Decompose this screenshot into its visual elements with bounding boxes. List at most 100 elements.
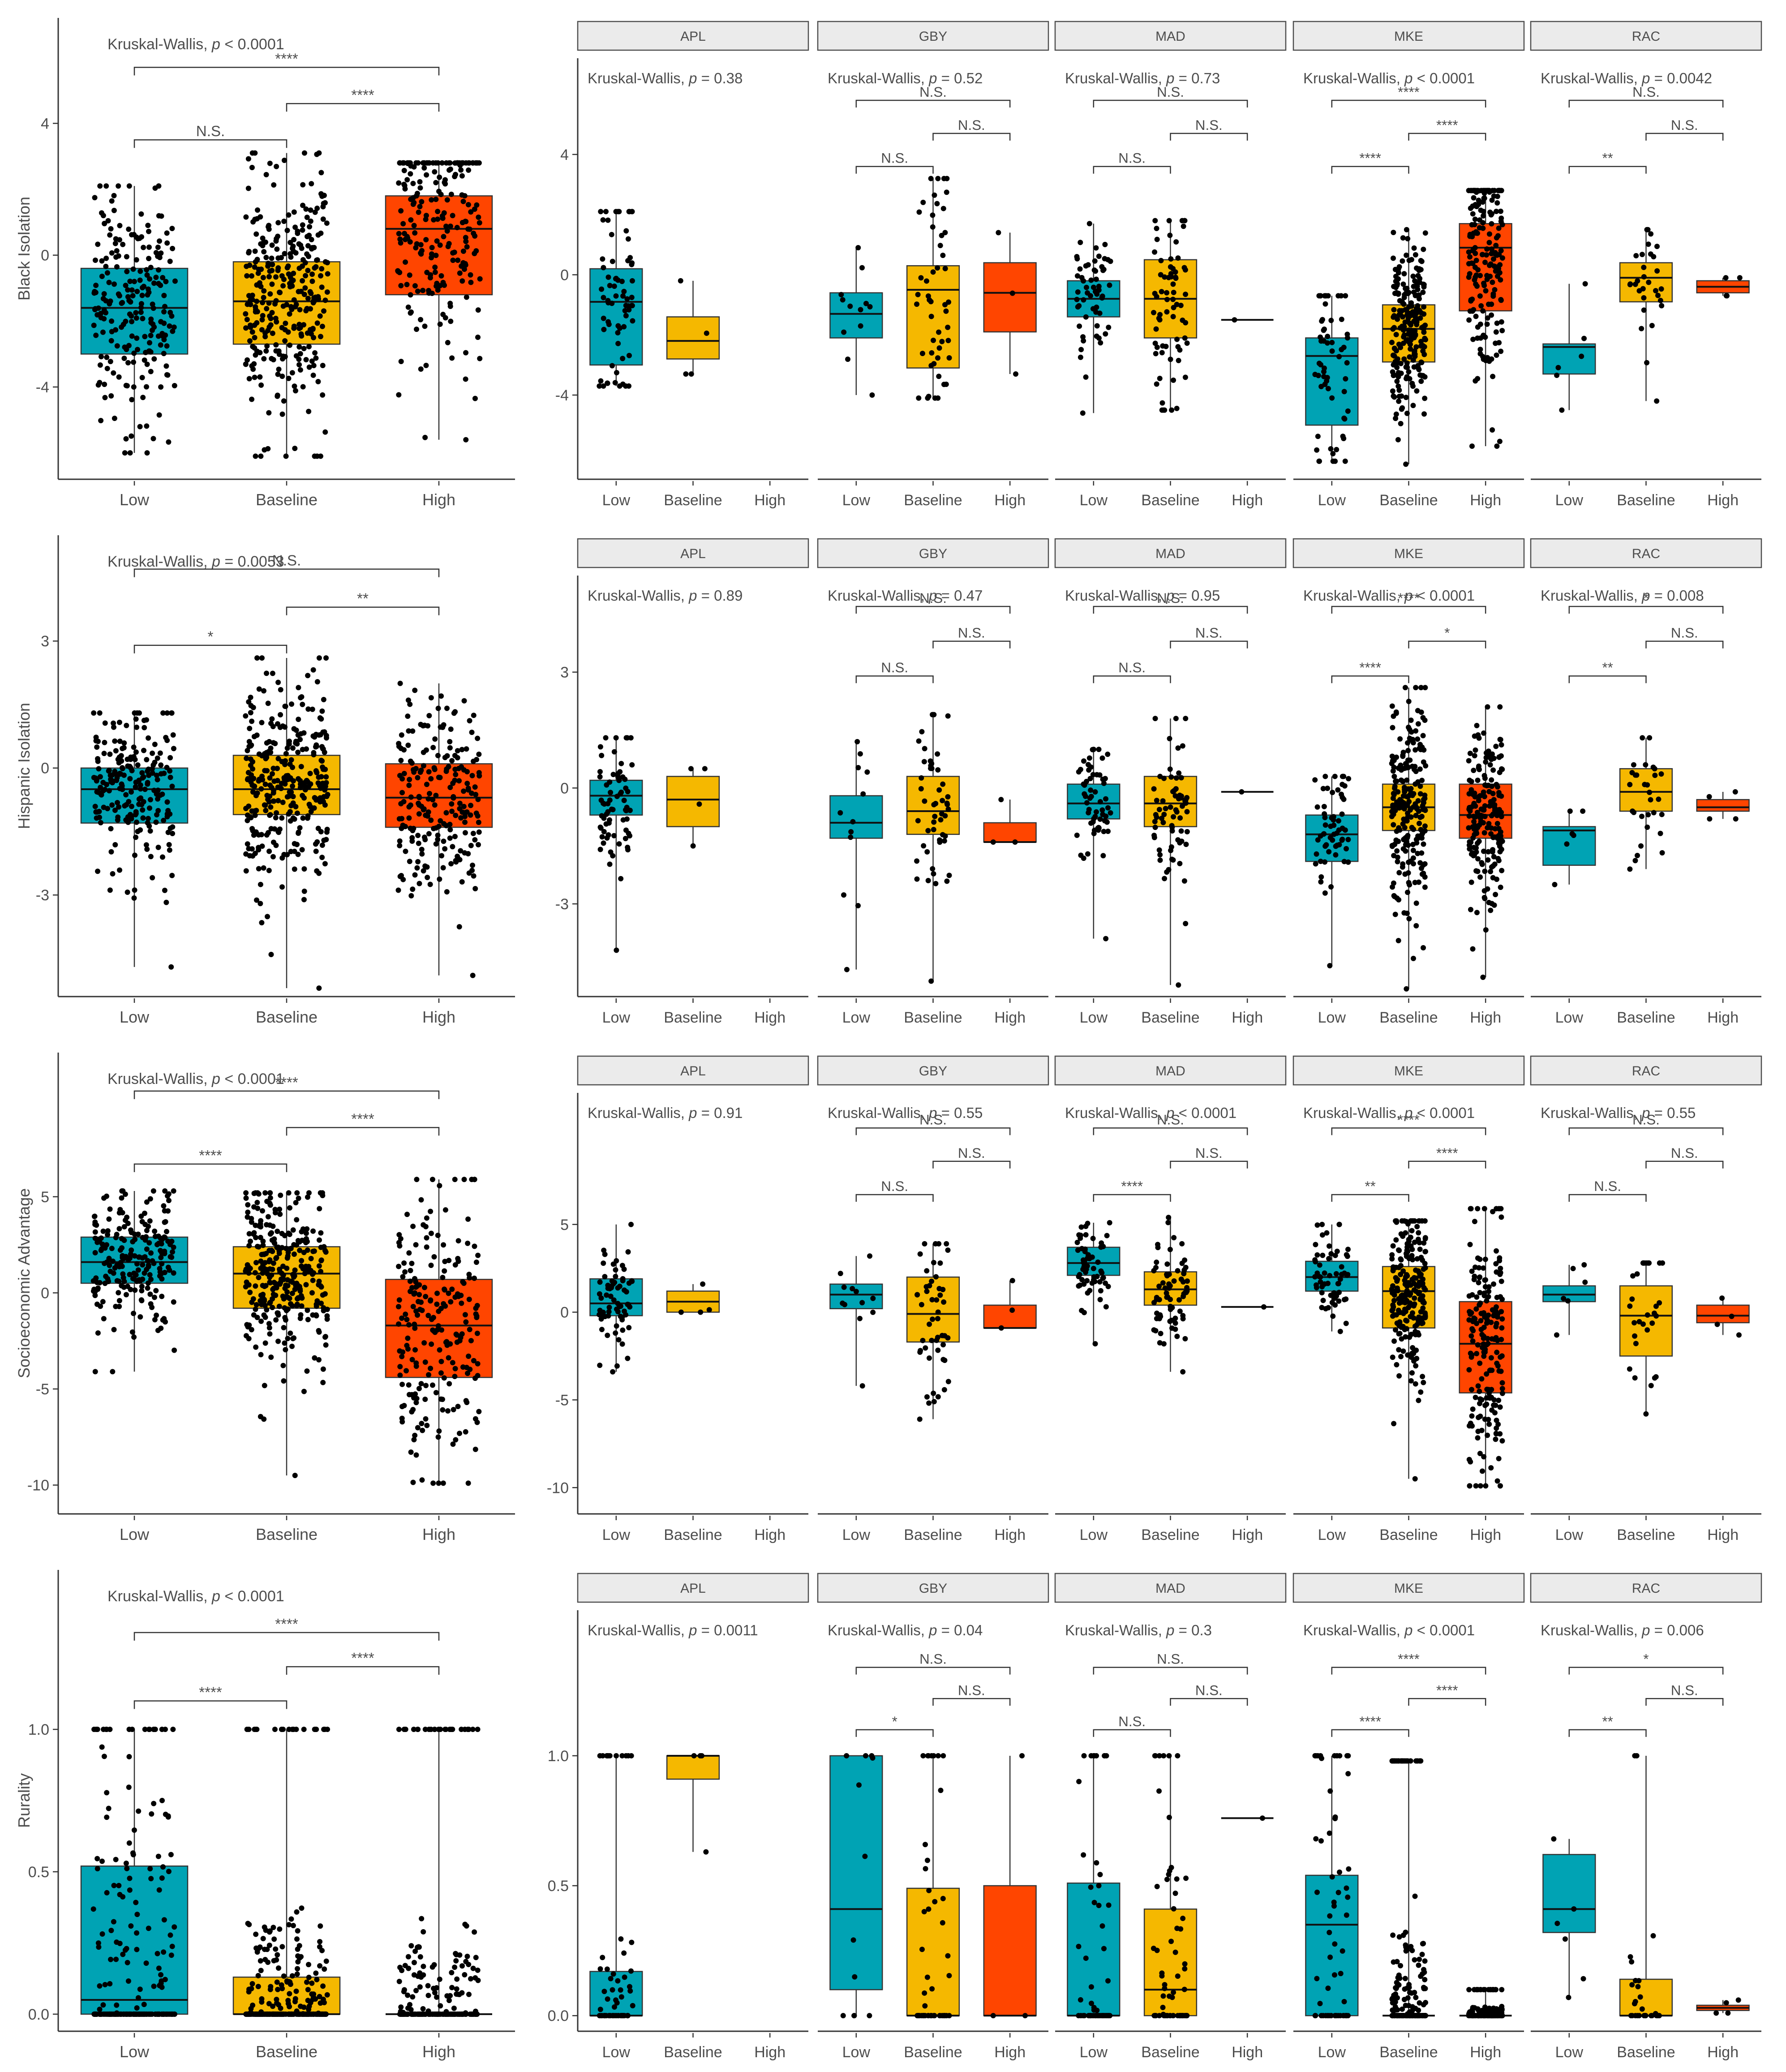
data-point: [249, 150, 255, 156]
data-point: [1261, 1304, 1267, 1310]
data-point: [1478, 303, 1484, 309]
significance-bracket: N.S.: [855, 150, 934, 174]
data-point: [92, 804, 98, 809]
data-point: [1160, 798, 1166, 804]
facet-strip-label: APL: [680, 1064, 706, 1079]
data-point: [405, 742, 411, 748]
data-point: [1239, 789, 1245, 795]
data-point: [299, 847, 305, 853]
data-point: [296, 1195, 301, 1201]
data-point: [1390, 255, 1396, 261]
data-point: [611, 833, 617, 838]
data-point: [1475, 324, 1481, 330]
data-point: [258, 1258, 264, 1264]
data-point: [324, 794, 330, 800]
facet-strip: [577, 1055, 809, 1086]
x-tick-label: Low: [120, 1525, 150, 1543]
data-point: [401, 181, 407, 187]
data-point: [424, 1235, 429, 1241]
data-point: [1101, 829, 1107, 834]
bracket-line: [1093, 1194, 1171, 1202]
data-point: [1499, 255, 1505, 261]
data-point: [1422, 337, 1428, 343]
data-point: [1171, 1235, 1177, 1241]
data-point: [440, 1275, 446, 1281]
data-point: [1499, 766, 1505, 772]
data-point: [261, 1251, 266, 1257]
data-point: [853, 1289, 859, 1294]
data-point: [406, 815, 412, 821]
data-point: [121, 355, 127, 361]
data-point: [1466, 813, 1472, 819]
data-point: [133, 819, 139, 825]
data-point: [1403, 1230, 1408, 1236]
data-point: [607, 861, 613, 867]
data-point: [1400, 778, 1406, 784]
data-point: [626, 209, 632, 215]
data-point: [1170, 297, 1176, 302]
data-point: [96, 766, 102, 772]
data-point: [598, 1316, 604, 1322]
facet-strip: [817, 538, 1049, 568]
data-point: [597, 774, 603, 780]
data-point: [1398, 1354, 1404, 1359]
data-point: [130, 293, 136, 299]
data-point: [1396, 870, 1402, 876]
data-point: [472, 250, 477, 256]
data-point: [444, 889, 450, 895]
data-point: [706, 1307, 712, 1313]
data-point: [314, 257, 320, 263]
data-point: [425, 809, 431, 815]
data-point: [98, 417, 104, 423]
bracket-line: [286, 1127, 440, 1136]
data-point: [146, 244, 152, 250]
data-point: [1406, 339, 1412, 344]
data-point: [1104, 1233, 1110, 1238]
data-point: [704, 330, 709, 336]
data-point: [1098, 340, 1103, 346]
data-point: [1088, 764, 1094, 770]
data-point: [1498, 814, 1504, 820]
data-point: [406, 1382, 412, 1388]
data-point: [1633, 253, 1639, 258]
data-point: [258, 1414, 263, 1419]
data-point: [1396, 393, 1402, 399]
data-point: [408, 292, 413, 298]
data-point: [308, 808, 314, 814]
data-point: [468, 1338, 474, 1344]
data-point: [158, 762, 164, 768]
data-point: [452, 709, 458, 715]
data-point: [1103, 331, 1108, 337]
data-point: [597, 824, 603, 830]
data-point: [439, 1397, 445, 1402]
data-point: [916, 209, 922, 215]
data-point: [440, 1407, 446, 1413]
data-point: [1389, 340, 1395, 345]
data-point: [1408, 327, 1414, 333]
data-point: [92, 1250, 98, 1255]
data-point: [1554, 372, 1560, 378]
data-point: [157, 1273, 163, 1279]
data-point: [263, 671, 269, 676]
facet-strip-label: GBY: [919, 29, 947, 44]
data-point: [245, 1262, 250, 1268]
data-point: [1473, 258, 1479, 263]
bracket-line: [133, 645, 288, 653]
data-point: [1345, 859, 1351, 865]
data-point: [402, 1269, 408, 1275]
data-point: [408, 309, 414, 315]
data-point: [617, 1283, 623, 1289]
data-point: [1649, 322, 1655, 328]
data-point: [419, 1477, 425, 1483]
data-point: [452, 1177, 458, 1182]
data-point: [462, 1312, 468, 1318]
data-point: [408, 1449, 414, 1455]
data-point: [396, 1297, 402, 1303]
data-point: [1009, 290, 1015, 296]
data-point: [119, 1188, 125, 1194]
x-tick-label: High: [754, 1009, 786, 1026]
data-point: [269, 1247, 275, 1253]
data-point: [281, 398, 287, 404]
data-point: [319, 284, 325, 290]
data-point: [98, 310, 103, 316]
